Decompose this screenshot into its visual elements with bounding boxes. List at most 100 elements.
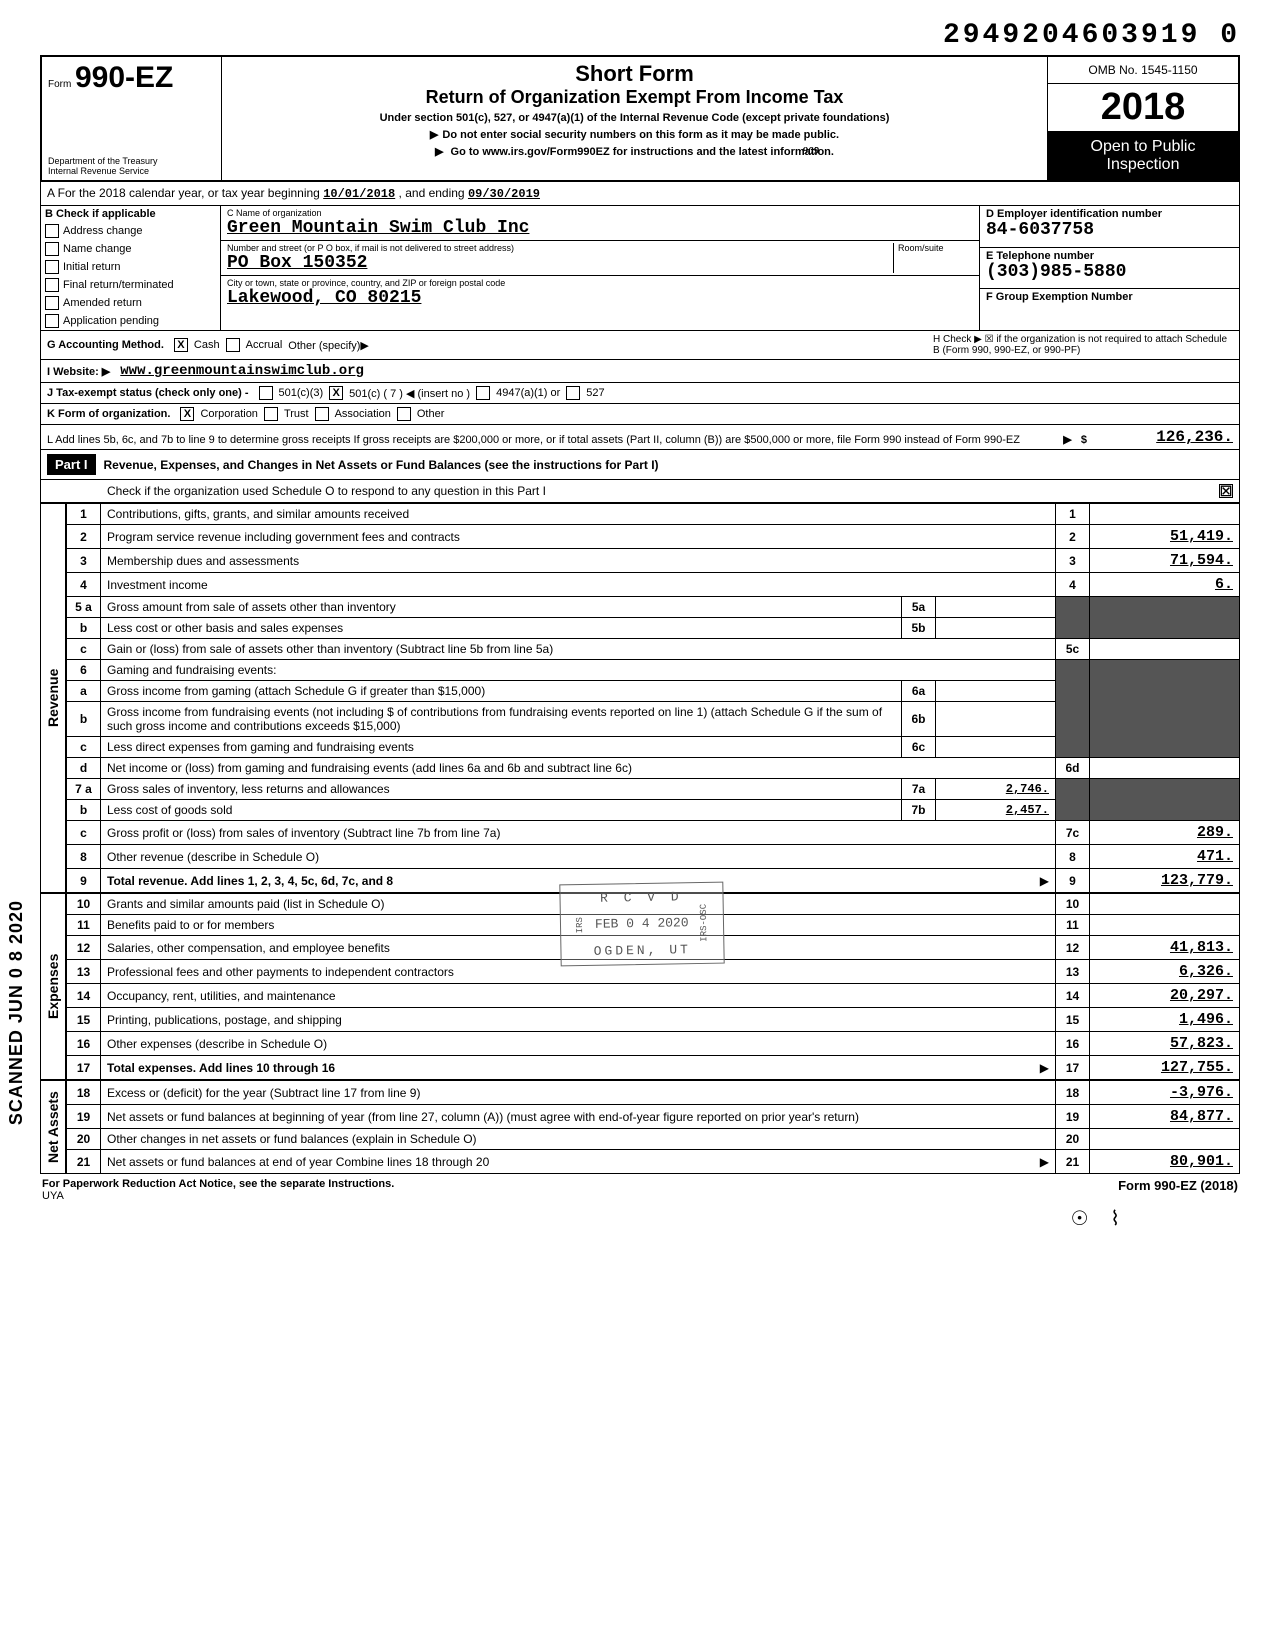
- paperwork-notice: For Paperwork Reduction Act Notice, see …: [42, 1178, 394, 1190]
- row-k: K Form of organization. XCorporation Tru…: [40, 404, 1240, 425]
- form-number: 990-EZ: [75, 61, 173, 94]
- line-16: 16Other expenses (describe in Schedule O…: [67, 1032, 1240, 1056]
- initials-2: ⌇: [1110, 1208, 1120, 1230]
- line-8: 8Other revenue (describe in Schedule O)8…: [67, 845, 1240, 869]
- omb-number: OMB No. 1545-1150: [1048, 57, 1238, 84]
- part1-checkbox[interactable]: ☒: [1219, 484, 1233, 498]
- ein: 84-6037758: [986, 220, 1233, 240]
- arrow-icon: ▶: [1040, 1061, 1049, 1075]
- received-stamp: R C V D IRS FEB 0 4 2020 IRS-OSC OGDEN, …: [559, 882, 724, 967]
- opt-cash: Cash: [194, 339, 220, 351]
- row-i: I Website: ▶ www.greenmountainswimclub.o…: [40, 360, 1240, 383]
- l-amount: 126,236.: [1093, 428, 1233, 446]
- block-identity: B Check if applicable Address change Nam…: [40, 206, 1240, 331]
- tax-year-end: 09/30/2019: [468, 187, 540, 201]
- form-footer: Form 990-EZ (2018): [1118, 1178, 1238, 1202]
- opt-501c3: 501(c)(3): [279, 387, 324, 399]
- dept-line-1: Department of the Treasury: [48, 156, 215, 166]
- row-j: J Tax-exempt status (check only one) - 5…: [40, 383, 1240, 404]
- part1-check-text: Check if the organization used Schedule …: [47, 484, 1219, 498]
- chk-trust[interactable]: [264, 407, 278, 421]
- city-label: City or town, state or province, country…: [227, 278, 973, 288]
- chk-4947[interactable]: [476, 386, 490, 400]
- chk-501c3[interactable]: [259, 386, 273, 400]
- opt-trust: Trust: [284, 408, 309, 420]
- ssn-warning: Do not enter social security numbers on …: [230, 128, 1039, 141]
- line-7a: 7 aGross sales of inventory, less return…: [67, 779, 1240, 800]
- form-prefix: Form: [48, 79, 71, 90]
- uya: UYA: [42, 1190, 394, 1202]
- opt-other: Other (specify)▶: [288, 339, 369, 352]
- row-g: G Accounting Method. XCash Accrual Other…: [40, 331, 1240, 360]
- h-schedule-b: H Check ▶ ☒ if the organization is not r…: [933, 334, 1233, 356]
- tax-year-begin: 10/01/2018: [323, 187, 395, 201]
- chk-amended[interactable]: [45, 296, 59, 310]
- tax-year: 2018: [1048, 84, 1238, 132]
- chk-other-org[interactable]: [397, 407, 411, 421]
- handwritten-909: 909: [803, 145, 820, 157]
- i-label: I Website: ▶: [47, 365, 110, 378]
- opt-527: 527: [586, 387, 604, 399]
- part1-title: Revenue, Expenses, and Changes in Net As…: [104, 458, 659, 472]
- lbl-application-pending: Application pending: [63, 315, 159, 327]
- open-to-public: Open to Public: [1052, 138, 1234, 156]
- footer: For Paperwork Reduction Act Notice, see …: [40, 1174, 1240, 1206]
- stamp-city: OGDEN, UT: [575, 942, 709, 959]
- org-name: Green Mountain Swim Club Inc: [227, 218, 973, 238]
- side-net-assets: Net Assets: [40, 1080, 66, 1174]
- addr-label: Number and street (or P O box, if mail i…: [227, 243, 893, 253]
- website: www.greenmountainswimclub.org: [120, 363, 364, 379]
- line-21: 21Net assets or fund balances at end of …: [67, 1150, 1240, 1174]
- line-3: 3Membership dues and assessments371,594.: [67, 549, 1240, 573]
- form-header: Form 990-EZ Department of the Treasury I…: [40, 55, 1240, 182]
- chk-final-return[interactable]: [45, 278, 59, 292]
- side-revenue: Revenue: [40, 503, 66, 893]
- lbl-initial-return: Initial return: [63, 261, 120, 273]
- k-label: K Form of organization.: [47, 408, 170, 420]
- room-label: Room/suite: [898, 243, 973, 253]
- opt-501c: 501(c) ( 7 ) ◀ (insert no ): [349, 387, 470, 400]
- j-label: J Tax-exempt status (check only one) -: [47, 387, 249, 399]
- d-label: D Employer identification number: [986, 208, 1233, 220]
- line-5c: cGain or (loss) from sale of assets othe…: [67, 639, 1240, 660]
- chk-527[interactable]: [566, 386, 580, 400]
- line-19: 19Net assets or fund balances at beginni…: [67, 1105, 1240, 1129]
- b-heading: B Check if applicable: [41, 206, 220, 222]
- line-18: 18Excess or (deficit) for the year (Subt…: [67, 1081, 1240, 1105]
- c-label: C Name of organization: [227, 208, 973, 218]
- line-7c: cGross profit or (loss) from sales of in…: [67, 821, 1240, 845]
- chk-cash[interactable]: X: [174, 338, 188, 352]
- stamp-dept-left: IRS: [575, 917, 585, 933]
- net-assets-table: 18Excess or (deficit) for the year (Subt…: [66, 1080, 1240, 1174]
- chk-address-change[interactable]: [45, 224, 59, 238]
- stamp-dept: IRS-OSC: [698, 904, 709, 942]
- line-15: 15Printing, publications, postage, and s…: [67, 1008, 1240, 1032]
- initials-area: ☉ ⌇: [40, 1206, 1240, 1231]
- chk-initial-return[interactable]: [45, 260, 59, 274]
- arrow-icon: ▶: [1040, 874, 1049, 888]
- chk-assoc[interactable]: [315, 407, 329, 421]
- return-title: Return of Organization Exempt From Incom…: [230, 87, 1039, 108]
- chk-application-pending[interactable]: [45, 314, 59, 328]
- line-6d: dNet income or (loss) from gaming and fu…: [67, 758, 1240, 779]
- initials-1: ☉: [1071, 1208, 1089, 1230]
- subtitle: Under section 501(c), 527, or 4947(a)(1)…: [230, 112, 1039, 124]
- chk-corp[interactable]: X: [180, 407, 194, 421]
- document-locator-number: 2949204603919 0: [40, 20, 1240, 51]
- line-20: 20Other changes in net assets or fund ba…: [67, 1129, 1240, 1150]
- opt-assoc: Association: [335, 408, 391, 420]
- revenue-table: 1Contributions, gifts, grants, and simil…: [66, 503, 1240, 893]
- opt-4947: 4947(a)(1) or: [496, 387, 560, 399]
- row-a-tax-year: A For the 2018 calendar year, or tax yea…: [40, 182, 1240, 206]
- part1-header: Part I Revenue, Expenses, and Changes in…: [40, 450, 1240, 480]
- line-5a: 5 aGross amount from sale of assets othe…: [67, 597, 1240, 618]
- chk-name-change[interactable]: [45, 242, 59, 256]
- part1-tag: Part I: [47, 454, 96, 475]
- lbl-amended: Amended return: [63, 297, 142, 309]
- org-city: Lakewood, CO 80215: [227, 288, 973, 308]
- lbl-final-return: Final return/terminated: [63, 279, 174, 291]
- inspection-label: Inspection: [1052, 156, 1234, 174]
- opt-other-org: Other: [417, 408, 445, 420]
- chk-accrual[interactable]: [226, 338, 240, 352]
- chk-501c[interactable]: X: [329, 386, 343, 400]
